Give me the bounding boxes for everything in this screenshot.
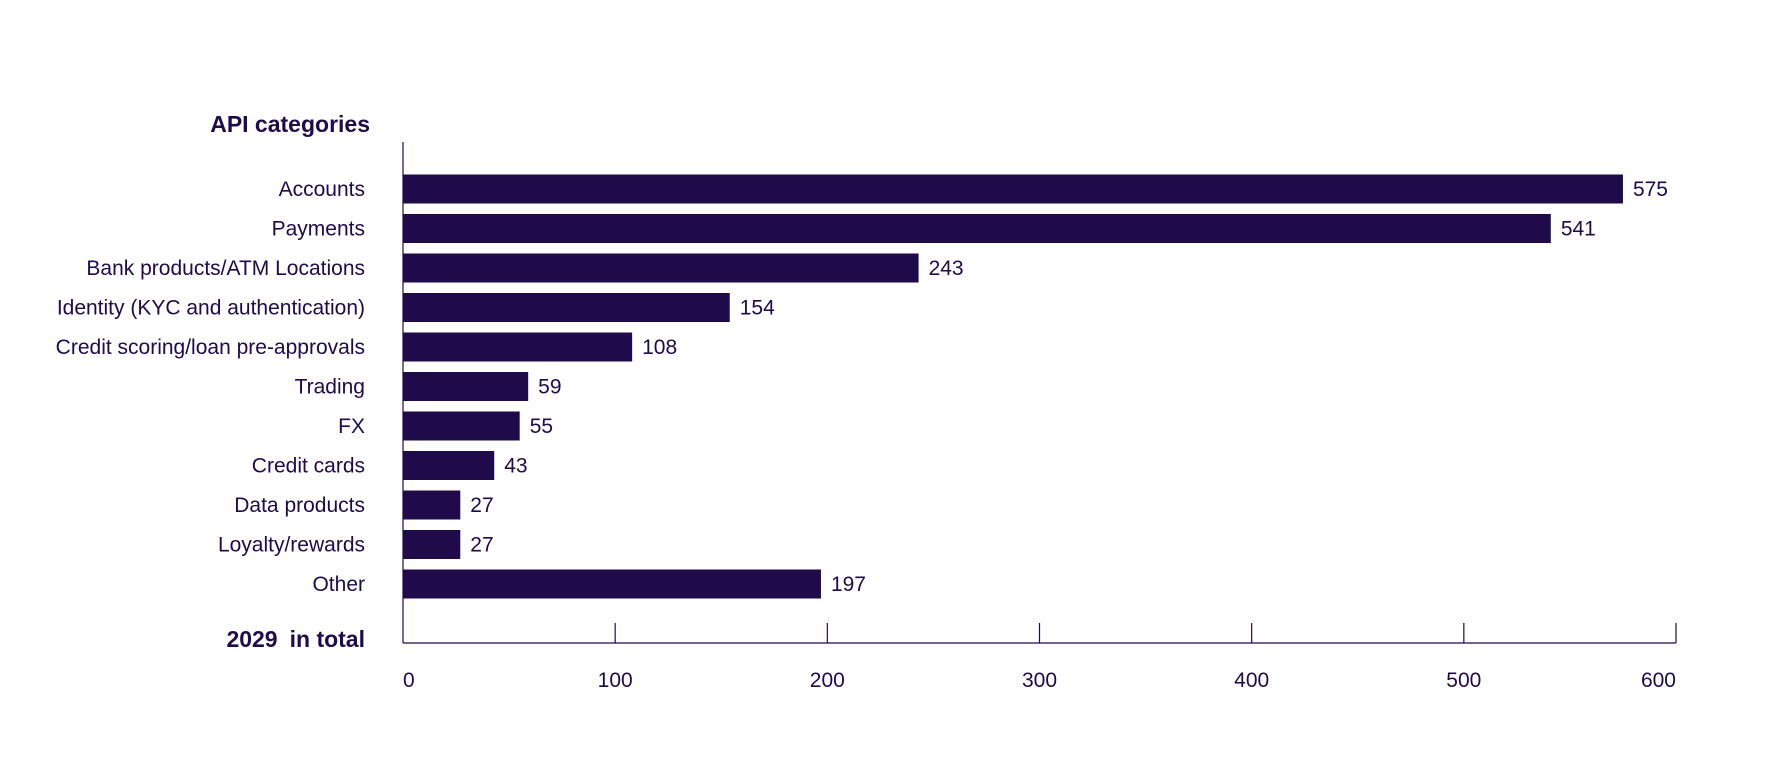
value-label: 27: [470, 534, 493, 557]
bar-row: Credit cards 43: [252, 451, 528, 480]
total-value: 2029: [226, 626, 277, 652]
bar: [403, 411, 520, 441]
category-label: Accounts: [279, 178, 365, 201]
category-label: Identity (KYC and authentication): [57, 297, 365, 320]
x-tick-label: 200: [810, 669, 845, 692]
x-tick-label: 100: [598, 669, 633, 692]
x-tick-label: 600: [1641, 669, 1676, 692]
value-label: 575: [1633, 178, 1668, 201]
bar-row: Credit scoring/loan pre-approvals 108: [56, 332, 677, 362]
value-label: 27: [470, 494, 493, 517]
value-label: 43: [504, 455, 527, 478]
bar: [403, 490, 461, 520]
category-label: Payments: [272, 218, 365, 241]
bar: [403, 293, 730, 322]
bar-row: Data products 27: [234, 490, 494, 520]
total-label: 2029 in total: [226, 626, 365, 652]
bar-row: Bank products/ATM Locations 243: [86, 253, 964, 283]
value-label: 541: [1561, 218, 1596, 241]
value-label: 243: [929, 257, 964, 280]
x-tick-label: 0: [403, 669, 415, 692]
bar: [403, 174, 1623, 204]
category-label: Data products: [234, 494, 365, 517]
category-label: Bank products/ATM Locations: [86, 257, 365, 280]
value-label: 55: [530, 415, 553, 438]
x-tick-label: 300: [1022, 669, 1057, 692]
bar: [403, 451, 495, 480]
value-label: 197: [831, 573, 866, 596]
bars-group: Accounts 575 Payments 541 Bank products/ATM …: [56, 174, 1668, 599]
bar-row: Loyalty/rewards 27: [218, 530, 494, 559]
total-suffix: in total: [290, 626, 365, 652]
value-label: 154: [740, 297, 775, 320]
category-label: Trading: [295, 376, 365, 399]
x-axis: 0 100 200 300 400 500 600: [402, 142, 1677, 692]
bar-row: Other 197: [312, 569, 866, 599]
x-tick-label: 500: [1446, 669, 1481, 692]
bar-row: Accounts 575: [279, 174, 1668, 204]
category-heading: API categories: [210, 111, 370, 137]
bar-row: Payments 541: [272, 214, 1596, 243]
value-label: 108: [642, 336, 677, 359]
category-label: Credit scoring/loan pre-approvals: [56, 336, 365, 359]
bar: [403, 332, 633, 362]
category-label: Credit cards: [252, 455, 365, 478]
bar-row: Trading 59: [295, 372, 562, 401]
bar: [403, 214, 1551, 243]
bar-row: FX 55: [338, 411, 553, 441]
bar-row: Identity (KYC and authentication) 154: [57, 293, 775, 322]
bar: [403, 569, 821, 599]
x-tick-label: 400: [1234, 669, 1269, 692]
bar: [403, 253, 919, 283]
category-label: Loyalty/rewards: [218, 534, 365, 557]
category-label: Other: [312, 573, 365, 596]
bar: [403, 530, 461, 559]
value-label: 59: [538, 376, 561, 399]
category-label: FX: [338, 415, 365, 438]
bar: [403, 372, 529, 401]
